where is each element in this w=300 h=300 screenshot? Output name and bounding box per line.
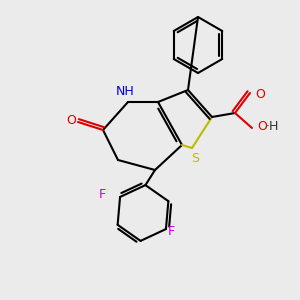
Text: NH: NH: [116, 85, 134, 98]
Text: O: O: [255, 88, 265, 101]
Text: S: S: [191, 152, 199, 165]
Text: F: F: [99, 188, 106, 201]
Text: ·H: ·H: [266, 119, 279, 133]
Text: O: O: [257, 119, 267, 133]
Text: F: F: [168, 225, 175, 238]
Text: O: O: [66, 115, 76, 128]
